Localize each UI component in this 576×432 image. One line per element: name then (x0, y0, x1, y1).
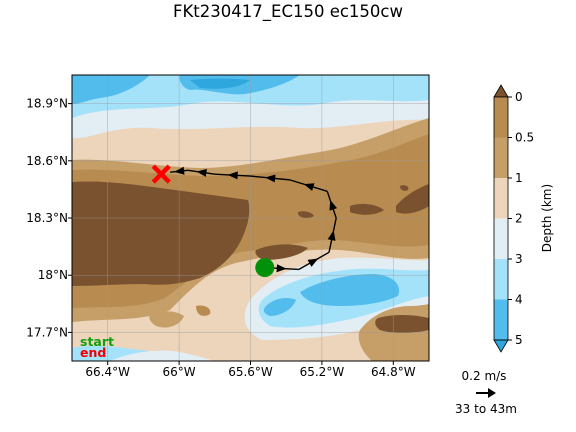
colorbar-tick-label: 0.5 (515, 131, 534, 145)
colorbar-tick-label: 4 (515, 293, 523, 307)
colorbar-segment (494, 97, 508, 138)
shallow-patch-2 (350, 203, 384, 215)
track-arrow-icon (174, 166, 185, 175)
colorbar-segment (494, 137, 508, 178)
track-arrow-icon (227, 171, 238, 180)
shallow-patch-4 (298, 211, 314, 219)
colorbar-segment (494, 218, 508, 259)
colorbar-tick-label: 3 (515, 252, 523, 266)
scale-depth-label: 33 to 43m (455, 402, 517, 416)
lat-tick-label: 18°N (38, 268, 68, 282)
colorbar-extend-top (493, 84, 509, 98)
lat-tick-label: 18.9°N (26, 97, 68, 111)
shallow-patch-5 (400, 185, 409, 191)
lon-tick-label: 66.4°W (85, 365, 130, 379)
start-marker (255, 258, 275, 278)
track-arrow-icon (307, 258, 319, 267)
latitude-axis: 18.9°N 18.6°N 18.3°N 18°N 17.7°N (26, 97, 72, 339)
colorbar-segment (494, 178, 508, 219)
bathymetry-map (72, 75, 429, 361)
depth-band-4-5km-south (300, 274, 400, 306)
end-marker-icon (151, 164, 171, 184)
scale-arrowhead-icon (488, 388, 496, 398)
lat-tick-label: 17.7°N (26, 325, 68, 339)
colorbar-label: Depth (km) (540, 184, 554, 252)
lat-tick-label: 18.6°N (26, 154, 68, 168)
colorbar-tick-label: 0 (515, 90, 523, 104)
track-arrow-icon (276, 264, 287, 273)
depth-band-4-5km-north (72, 75, 150, 104)
legend-start-label: start (80, 334, 114, 349)
depth-band-south-edge-2 (110, 350, 215, 361)
depth-band-5km-north (190, 78, 250, 89)
colorbar-extend-bottom (493, 339, 509, 353)
figure-title: FKt230417_EC150 ec150cw (173, 2, 403, 21)
track-arrow-icon (327, 230, 336, 241)
shallow-patch-1 (255, 244, 308, 260)
lon-tick-label: 64.8°W (371, 365, 416, 379)
depth-band-sw-shelf (149, 311, 184, 328)
shallow-patch-3 (396, 184, 429, 214)
colorbar-segment (494, 259, 508, 300)
colorbar-tick-label: 5 (515, 333, 523, 347)
track-arrow-icon (303, 183, 315, 191)
longitude-axis: 66.4°W 66°W 65.6°W 65.2°W 64.8°W (85, 361, 416, 379)
scale-speed-label: 0.2 m/s (462, 369, 507, 383)
lon-tick-label: 65.2°W (300, 365, 345, 379)
lon-tick-label: 65.6°W (228, 365, 273, 379)
depth-band-4-5km-south-2 (263, 298, 296, 316)
colorbar-tick-label: 2 (515, 212, 523, 226)
track-arrow-icon (265, 174, 276, 183)
colorbar-tick-label: 1 (515, 171, 523, 185)
map-grid (72, 75, 429, 361)
track-arrow-icon (196, 168, 207, 177)
track-arrow-icon (329, 199, 338, 211)
depth-band-sw-patch (196, 305, 211, 316)
colorbar-segment (494, 299, 508, 340)
lon-tick-label: 66°W (163, 365, 196, 379)
depth-band-shallow-land (72, 181, 250, 286)
depth-band-se-shallow (375, 315, 429, 333)
legend-end-label: end (80, 345, 106, 360)
ship-track (151, 164, 338, 278)
depth-colorbar: 0 0.5 1 2 3 4 5 (493, 84, 534, 353)
lat-tick-label: 18.3°N (26, 211, 68, 225)
